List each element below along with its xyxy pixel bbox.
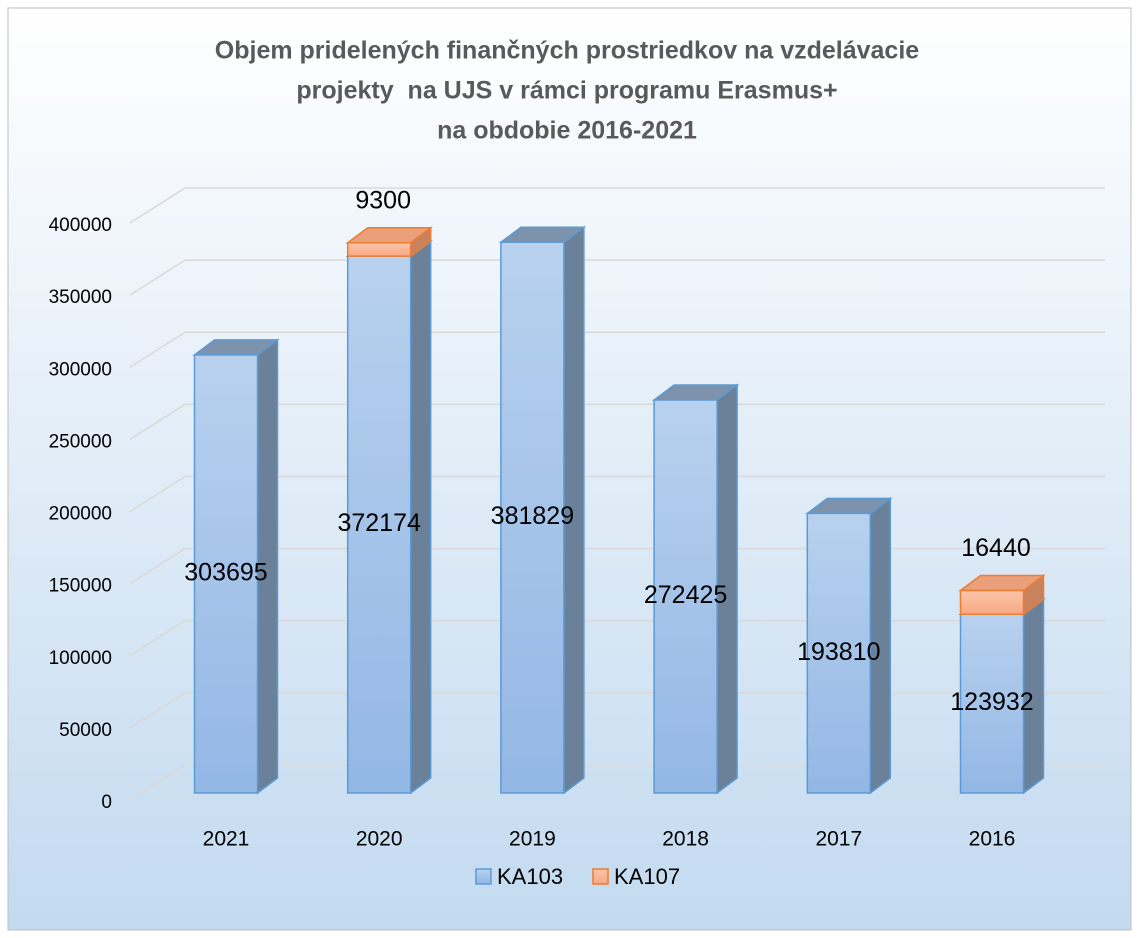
grid-line bbox=[129, 547, 186, 585]
data-label: 372174 bbox=[337, 509, 421, 537]
data-label: 381829 bbox=[491, 502, 574, 530]
data-label: 193810 bbox=[797, 638, 880, 666]
data-label: 303695 bbox=[184, 559, 267, 587]
grid-line bbox=[129, 403, 186, 441]
legend-swatch bbox=[475, 868, 492, 885]
grid-line bbox=[129, 331, 186, 368]
bar-front bbox=[346, 255, 412, 794]
bar-front bbox=[653, 399, 718, 794]
bar bbox=[805, 496, 893, 795]
y-tick-label: 50000 bbox=[59, 720, 112, 741]
bar-front bbox=[346, 241, 412, 257]
title-line: na obdobie 2016-2021 bbox=[437, 117, 697, 145]
legend-swatch bbox=[592, 868, 609, 885]
x-tick-label: 2019 bbox=[509, 828, 556, 851]
y-tick-label: 150000 bbox=[49, 576, 112, 597]
y-tick-label: 200000 bbox=[49, 504, 112, 525]
bar bbox=[498, 225, 587, 795]
bar-front bbox=[806, 512, 872, 794]
data-label: 16440 bbox=[961, 534, 1031, 562]
data-label: 272425 bbox=[644, 581, 727, 609]
grid-line bbox=[129, 475, 186, 513]
grid-line bbox=[129, 764, 186, 801]
title-line: Objem pridelených finančných prostriedko… bbox=[215, 37, 920, 65]
grid-line bbox=[129, 187, 186, 224]
y-tick-label: 350000 bbox=[49, 287, 112, 308]
y-tick-label: 250000 bbox=[49, 431, 112, 452]
bar bbox=[958, 597, 1046, 795]
bar-front bbox=[193, 354, 259, 794]
data-label: 123932 bbox=[950, 688, 1033, 716]
bar-front bbox=[500, 241, 565, 794]
bar bbox=[192, 338, 280, 795]
bar-front bbox=[959, 589, 1025, 615]
bar bbox=[958, 574, 1046, 616]
y-tick-label: 400000 bbox=[49, 215, 112, 236]
bar-front bbox=[959, 613, 1025, 794]
x-tick-label: 2018 bbox=[662, 828, 709, 851]
x-tick-label: 2020 bbox=[356, 828, 403, 851]
bar bbox=[651, 383, 740, 795]
x-tick-label: 2021 bbox=[203, 828, 250, 851]
legend-label: KA107 bbox=[614, 864, 680, 889]
grid-line bbox=[129, 259, 186, 296]
bar bbox=[345, 226, 433, 258]
title-line: projekty na UJS v rámci programu Erasmus… bbox=[296, 77, 837, 105]
grid-line bbox=[129, 620, 186, 657]
y-tick-label: 300000 bbox=[49, 359, 112, 380]
data-label: 9300 bbox=[355, 186, 411, 214]
title: Objem pridelených finančných prostriedko… bbox=[215, 37, 920, 145]
x-tick-label: 2016 bbox=[969, 828, 1016, 851]
y-tick-label: 100000 bbox=[49, 648, 112, 669]
legend-label: KA103 bbox=[497, 864, 563, 889]
x-tick-label: 2017 bbox=[815, 828, 862, 851]
grid-line bbox=[129, 692, 186, 729]
y-tick-label: 0 bbox=[101, 792, 112, 813]
